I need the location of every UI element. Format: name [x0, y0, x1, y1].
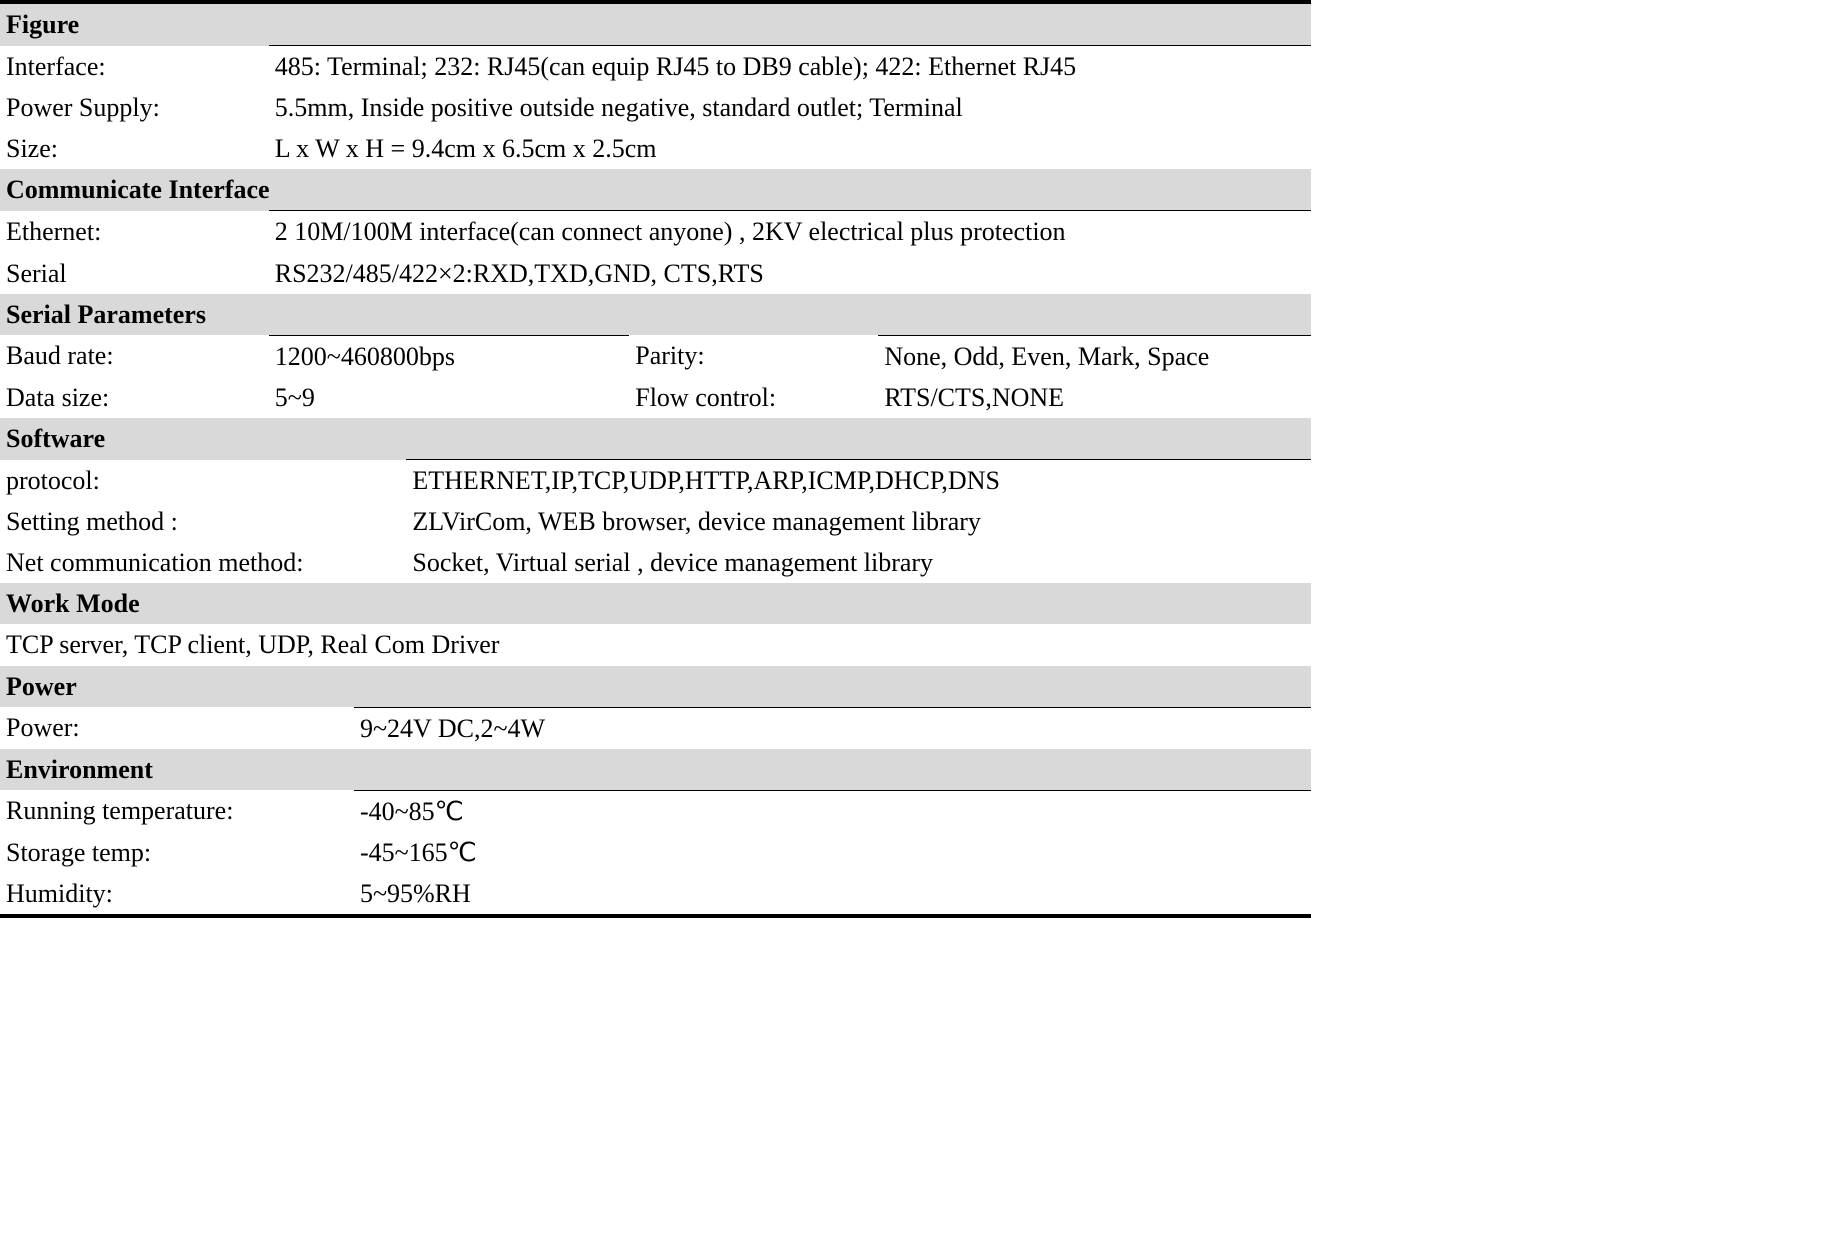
row-value: 5~95%RH — [354, 873, 1311, 916]
table-row: Interface: 485: Terminal; 232: RJ45(can … — [0, 46, 1311, 88]
section-header-work-mode: Work Mode — [0, 583, 1311, 624]
section-header-label: Software — [0, 418, 1311, 460]
table-row: protocol: ETHERNET,IP,TCP,UDP,HTTP,ARP,I… — [0, 460, 1311, 502]
row-label: Setting method : — [0, 501, 406, 542]
row-value: 2 10M/100M interface(can connect anyone)… — [269, 211, 1311, 253]
row-label: protocol: — [0, 460, 406, 502]
row-value: RS232/485/422×2:RXD,TXD,GND, CTS,RTS — [269, 253, 1311, 294]
row-value: None, Odd, Even, Mark, Space — [878, 335, 1311, 377]
row-label: Running temperature: — [0, 790, 354, 832]
table-row: Storage temp: -45~165℃ — [0, 832, 1311, 873]
section-header-label: Serial Parameters — [0, 294, 1311, 336]
section-header-figure: Figure — [0, 2, 1311, 46]
table-row: Humidity: 5~95%RH — [0, 873, 1311, 916]
table-row: Ethernet: 2 10M/100M interface(can conne… — [0, 211, 1311, 253]
section-header-power: Power — [0, 666, 1311, 708]
row-value: -45~165℃ — [354, 832, 1311, 873]
row-label: Ethernet: — [0, 211, 269, 253]
section-header-label: Figure — [0, 2, 1311, 46]
table-row: TCP server, TCP client, UDP, Real Com Dr… — [0, 624, 1311, 665]
section-header-environment: Environment — [0, 749, 1311, 791]
row-value: RTS/CTS,NONE — [878, 377, 1311, 418]
table-row: Setting method : ZLVirCom, WEB browser, … — [0, 501, 1311, 542]
section-header-label: Environment — [0, 749, 1311, 791]
row-value: Socket, Virtual serial , device manageme… — [406, 542, 1311, 583]
row-label: Power: — [0, 707, 354, 749]
row-label: Humidity: — [0, 873, 354, 916]
row-value: 1200~460800bps — [269, 335, 630, 377]
row-label: Parity: — [629, 335, 878, 377]
section-header-label: Work Mode — [0, 583, 1311, 624]
row-value: 485: Terminal; 232: RJ45(can equip RJ45 … — [269, 46, 1311, 88]
table-row: Running temperature: -40~85℃ — [0, 790, 1311, 832]
table-row: Power: 9~24V DC,2~4W — [0, 707, 1311, 749]
table-row: Net communication method: Socket, Virtua… — [0, 542, 1311, 583]
row-value: -40~85℃ — [354, 790, 1311, 832]
row-label: Storage temp: — [0, 832, 354, 873]
section-header-label: Communicate Interface — [0, 169, 1311, 211]
row-label: Net communication method: — [0, 542, 406, 583]
table-row: Size: L x W x H = 9.4cm x 6.5cm x 2.5cm — [0, 128, 1311, 169]
table-row: Serial RS232/485/422×2:RXD,TXD,GND, CTS,… — [0, 253, 1311, 294]
row-value: ETHERNET,IP,TCP,UDP,HTTP,ARP,ICMP,DHCP,D… — [406, 460, 1311, 502]
section-header-label: Power — [0, 666, 1311, 708]
row-label: Serial — [0, 253, 269, 294]
row-value: L x W x H = 9.4cm x 6.5cm x 2.5cm — [269, 128, 1311, 169]
section-header-serial-params: Serial Parameters — [0, 294, 1311, 336]
table-row: Baud rate: 1200~460800bps Parity: None, … — [0, 335, 1311, 377]
table-row: Power Supply: 5.5mm, Inside positive out… — [0, 87, 1311, 128]
row-value: 9~24V DC,2~4W — [354, 707, 1311, 749]
row-value: 5~9 — [269, 377, 630, 418]
section-header-comm: Communicate Interface — [0, 169, 1311, 211]
spec-table: Figure Interface: 485: Terminal; 232: RJ… — [0, 0, 1311, 918]
row-value: TCP server, TCP client, UDP, Real Com Dr… — [0, 624, 1311, 665]
row-label: Data size: — [0, 377, 269, 418]
row-label: Size: — [0, 128, 269, 169]
row-label: Power Supply: — [0, 87, 269, 128]
row-label: Baud rate: — [0, 335, 269, 377]
row-label: Flow control: — [629, 377, 878, 418]
section-header-software: Software — [0, 418, 1311, 460]
table-row: Data size: 5~9 Flow control: RTS/CTS,NON… — [0, 377, 1311, 418]
row-value: ZLVirCom, WEB browser, device management… — [406, 501, 1311, 542]
row-value: 5.5mm, Inside positive outside negative,… — [269, 87, 1311, 128]
row-label: Interface: — [0, 46, 269, 88]
